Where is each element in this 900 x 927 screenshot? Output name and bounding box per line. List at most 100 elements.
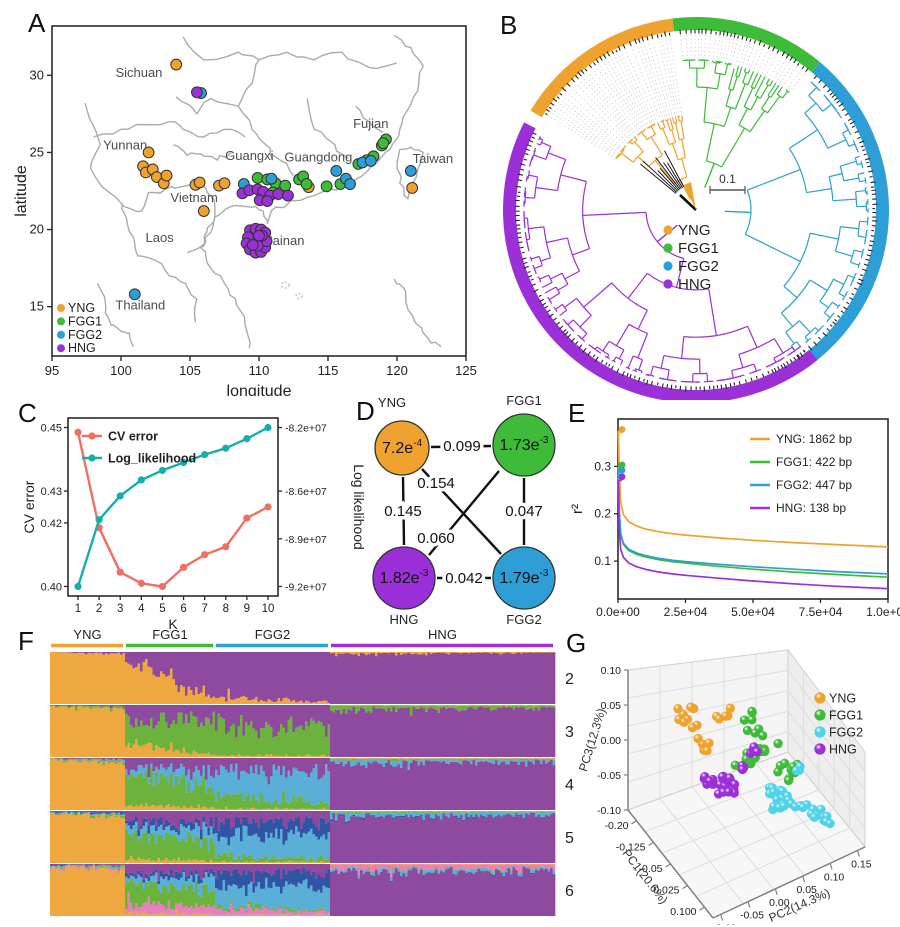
svg-text:0.099: 0.099 xyxy=(443,438,481,455)
svg-text:CV error: CV error xyxy=(21,480,37,533)
panel-d-network-diagram: 0.099 0.047 0.042 0.145 0.154 0.060 7.2e-4 YNG 1… xyxy=(372,393,556,627)
svg-text:HNG: HNG xyxy=(428,627,457,642)
svg-text:HNG: HNG xyxy=(68,341,96,355)
svg-text:3: 3 xyxy=(117,603,123,615)
svg-text:0.1: 0.1 xyxy=(719,172,736,186)
svg-text:CV error: CV error xyxy=(108,430,158,444)
panel-c-cv-error-chart: 0.40 0.42 0.43 0.45 -9.2e+07 -8.9e+07 -8.6e+07… xyxy=(21,417,365,630)
svg-text:1.82e-3: 1.82e-3 xyxy=(380,568,429,587)
svg-text:Guangdong: Guangdong xyxy=(284,150,352,165)
svg-text:8: 8 xyxy=(223,603,229,615)
svg-text:YNG: 1862 bp: YNG: 1862 bp xyxy=(776,432,852,446)
svg-text:Guangxi: Guangxi xyxy=(225,148,274,163)
svg-text:1.79e-3: 1.79e-3 xyxy=(500,568,549,587)
panel-label-d: D xyxy=(356,396,375,426)
svg-text:Vietnam: Vietnam xyxy=(170,190,217,205)
svg-text:5: 5 xyxy=(159,603,165,615)
svg-text:FGG2: FGG2 xyxy=(255,627,290,642)
svg-text:Laos: Laos xyxy=(146,230,175,245)
svg-text:Hainan: Hainan xyxy=(263,233,304,248)
panel-label-a: A xyxy=(28,8,46,38)
svg-text:2: 2 xyxy=(565,671,574,688)
svg-text:-9.2e+07: -9.2e+07 xyxy=(285,581,327,593)
panel-label-f: F xyxy=(18,626,34,656)
svg-text:0.0e+00: 0.0e+00 xyxy=(596,605,640,619)
svg-text:Log_likelihood: Log_likelihood xyxy=(108,452,196,466)
svg-text:1.73e-3: 1.73e-3 xyxy=(500,435,549,454)
panel-a-sampling-map: Sichuan Yunnan Guangxi Guangdong Fujian Taiwa… xyxy=(13,25,477,396)
svg-text:FGG1: FGG1 xyxy=(68,314,102,328)
svg-text:0.42: 0.42 xyxy=(41,518,62,530)
svg-text:1: 1 xyxy=(75,603,81,615)
svg-text:4: 4 xyxy=(565,777,574,794)
svg-text:HNG: HNG xyxy=(678,276,711,293)
svg-text:25: 25 xyxy=(30,144,44,159)
svg-text:3: 3 xyxy=(565,724,574,741)
svg-text:0.3: 0.3 xyxy=(594,459,611,473)
svg-text:4: 4 xyxy=(138,603,145,615)
svg-text:FGG1: FGG1 xyxy=(506,393,541,408)
panel-g-pca-3d-scatter: 0.100.050.00-0.05-0.10-0.20-0.125-0.050.… xyxy=(576,648,872,925)
svg-text:YNG: YNG xyxy=(378,395,406,410)
svg-text:0.40: 0.40 xyxy=(41,581,62,593)
svg-text:FGG1: FGG1 xyxy=(678,240,719,257)
svg-text:YNG: YNG xyxy=(68,301,95,315)
svg-text:latitude: latitude xyxy=(13,165,30,217)
svg-text:0.042: 0.042 xyxy=(445,570,483,587)
svg-text:Fujian: Fujian xyxy=(353,116,388,131)
svg-text:Log likelihood: Log likelihood xyxy=(351,464,365,550)
svg-text:HNG: 138 bp: HNG: 138 bp xyxy=(776,501,846,515)
svg-text:0.45: 0.45 xyxy=(41,423,62,435)
svg-text:YNG: YNG xyxy=(73,627,101,642)
svg-text:125: 125 xyxy=(455,363,477,378)
svg-text:0.2: 0.2 xyxy=(594,507,611,521)
svg-text:K: K xyxy=(168,616,178,630)
svg-text:120: 120 xyxy=(386,363,408,378)
svg-text:95: 95 xyxy=(45,363,59,378)
svg-text:0.1: 0.1 xyxy=(594,554,611,568)
svg-text:9: 9 xyxy=(244,603,250,615)
svg-text:r²: r² xyxy=(569,504,586,514)
svg-text:30: 30 xyxy=(30,67,44,82)
svg-text:15: 15 xyxy=(30,299,44,314)
svg-text:FGG1: 422 bp: FGG1: 422 bp xyxy=(776,455,852,469)
svg-text:FGG2: FGG2 xyxy=(506,612,541,627)
svg-text:10: 10 xyxy=(262,603,275,615)
svg-text:FGG2: FGG2 xyxy=(68,328,102,342)
svg-text:7.2e-4: 7.2e-4 xyxy=(382,438,422,457)
svg-text:longitude: longitude xyxy=(227,383,292,396)
svg-text:FGG1: FGG1 xyxy=(152,627,187,642)
svg-text:-8.2e+07: -8.2e+07 xyxy=(285,423,327,435)
svg-text:110: 110 xyxy=(249,363,270,378)
svg-text:0.145: 0.145 xyxy=(384,503,422,520)
svg-text:Yunnan: Yunnan xyxy=(103,137,147,152)
svg-text:0.060: 0.060 xyxy=(417,530,455,547)
svg-text:7.5e+04: 7.5e+04 xyxy=(799,605,843,619)
svg-text:FGG2: FGG2 xyxy=(678,258,719,275)
svg-text:5: 5 xyxy=(565,830,574,847)
svg-text:1.0e+05: 1.0e+05 xyxy=(866,605,900,619)
panel-label-c: C xyxy=(18,398,37,428)
svg-text:Taiwan: Taiwan xyxy=(413,151,453,166)
svg-text:7: 7 xyxy=(201,603,207,615)
svg-text:0.43: 0.43 xyxy=(41,486,62,498)
svg-text:-8.6e+07: -8.6e+07 xyxy=(285,486,327,498)
panel-label-e: E xyxy=(568,398,586,428)
svg-text:HNG: HNG xyxy=(390,612,419,627)
svg-text:0.047: 0.047 xyxy=(505,503,543,520)
svg-text:FGG2: 447 bp: FGG2: 447 bp xyxy=(776,478,852,492)
svg-text:105: 105 xyxy=(179,363,201,378)
svg-text:2: 2 xyxy=(96,603,102,615)
svg-text:2.5e+04: 2.5e+04 xyxy=(664,605,708,619)
svg-text:115: 115 xyxy=(318,363,339,378)
panel-e-ld-decay-chart: 0.0e+00 2.5e+04 5.0e+04 7.5e+04 1.0e+05 0.1 0.… xyxy=(569,418,900,619)
svg-text:100: 100 xyxy=(110,363,132,378)
svg-text:0.154: 0.154 xyxy=(417,475,455,492)
panel-label-g: G xyxy=(566,628,587,658)
svg-text:20: 20 xyxy=(30,222,44,237)
panel-label-b: B xyxy=(500,10,518,40)
svg-text:Thailand: Thailand xyxy=(115,298,165,313)
